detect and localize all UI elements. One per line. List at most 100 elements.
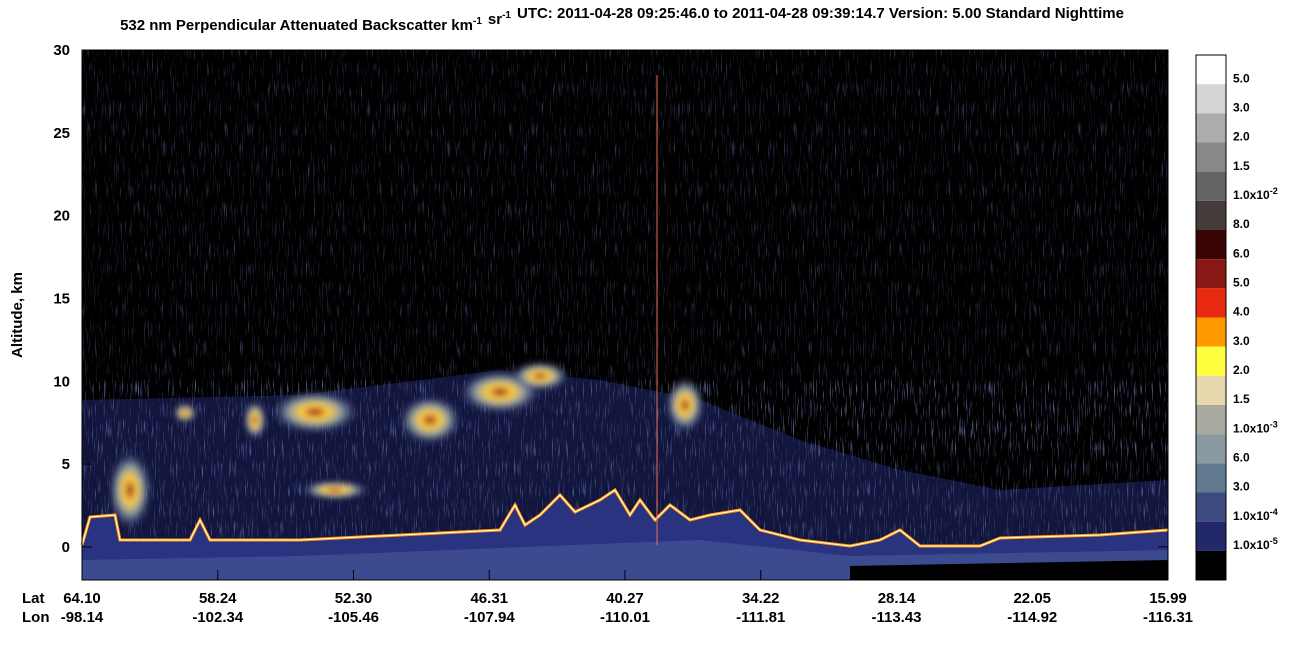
x-tick-label: 22.05 bbox=[1013, 590, 1051, 607]
colorbar-label: 3.0 bbox=[1233, 101, 1250, 115]
colorbar-swatch bbox=[1196, 434, 1226, 464]
colorbar-swatch bbox=[1196, 259, 1226, 289]
x-tick-label: -113.43 bbox=[871, 609, 921, 626]
y-tick-label: 10 bbox=[53, 373, 70, 390]
text-part: 8.0 bbox=[1233, 217, 1250, 231]
x-tick-label: -111.81 bbox=[736, 609, 785, 626]
colorbar-swatch bbox=[1196, 492, 1226, 522]
colorbar-label: 5.0 bbox=[1233, 276, 1250, 290]
text-part: 2.0 bbox=[1233, 130, 1250, 144]
x-tick-label: -107.94 bbox=[464, 609, 516, 626]
cloud bbox=[243, 400, 267, 440]
colorbar-swatch bbox=[1196, 405, 1226, 435]
x-tick-label: -102.34 bbox=[192, 609, 244, 626]
text-part: 2.0 bbox=[1233, 363, 1250, 377]
text-part: 3.0 bbox=[1233, 101, 1250, 115]
x-tick-label: 40.27 bbox=[606, 590, 644, 607]
superscript: -3 bbox=[1270, 419, 1278, 429]
text-part: 1.0x10 bbox=[1233, 509, 1270, 523]
text-part: 5.0 bbox=[1233, 276, 1250, 290]
y-tick-label: 15 bbox=[53, 290, 70, 307]
text-part: 6.0 bbox=[1233, 246, 1250, 260]
cloud bbox=[398, 395, 462, 445]
colorbar-label: 3.0 bbox=[1233, 334, 1250, 348]
x-tick-label: -116.31 bbox=[1143, 609, 1193, 626]
colorbar-label: 8.0 bbox=[1233, 217, 1250, 231]
colorbar-swatch bbox=[1196, 171, 1226, 201]
y-axis-label: Altitude, km bbox=[9, 272, 26, 358]
text-part: sr bbox=[488, 11, 502, 28]
clouds bbox=[108, 361, 705, 530]
text-part: 3.0 bbox=[1233, 334, 1250, 348]
superscript: -1 bbox=[473, 16, 482, 27]
colorbar-swatch bbox=[1196, 142, 1226, 172]
y-tick-label: 30 bbox=[53, 42, 70, 59]
colorbar-swatch bbox=[1196, 230, 1226, 260]
text-part: 5.0 bbox=[1233, 71, 1250, 85]
text-part: 532 nm Perpendicular Attenuated Backscat… bbox=[120, 17, 473, 34]
text-part: 4.0 bbox=[1233, 305, 1250, 319]
colorbar-swatch bbox=[1196, 346, 1226, 376]
colorbar-label: 1.0x10-2 bbox=[1233, 186, 1278, 202]
x-tick-label: 46.31 bbox=[470, 590, 508, 607]
surface-peak bbox=[81, 489, 1169, 547]
colorbar-label: 5.0 bbox=[1233, 71, 1250, 85]
colorbar-swatch bbox=[1196, 288, 1226, 318]
x-tick-label: 58.24 bbox=[199, 590, 237, 607]
colorbar-label: 1.5 bbox=[1233, 159, 1250, 173]
cloud bbox=[270, 390, 360, 434]
colorbar-label: 1.0x10-5 bbox=[1233, 536, 1278, 552]
x-row-name: Lat bbox=[22, 590, 45, 607]
colorbar-label: 3.0 bbox=[1233, 480, 1250, 494]
text-part: 1.0x10 bbox=[1233, 421, 1270, 435]
colorbar-label: 6.0 bbox=[1233, 246, 1250, 260]
below-surface-dark bbox=[850, 560, 1168, 580]
x-tick-label: -98.14 bbox=[61, 609, 104, 626]
cloud bbox=[665, 377, 705, 433]
chart-title: 532 nm Perpendicular Attenuated Backscat… bbox=[120, 5, 1124, 34]
colorbar-swatch bbox=[1196, 375, 1226, 405]
x-tick-label: -105.46 bbox=[328, 609, 379, 626]
text-part: 1.0x10 bbox=[1233, 188, 1270, 202]
x-row-name: Lon bbox=[22, 609, 50, 626]
cloud bbox=[510, 361, 570, 391]
superscript: -5 bbox=[1270, 536, 1278, 546]
colorbar: 5.03.02.01.51.0x10-28.06.05.04.03.02.01.… bbox=[1195, 54, 1278, 581]
y-tick-label: 5 bbox=[62, 456, 70, 473]
colorbar-frame bbox=[1195, 54, 1227, 581]
colorbar-label: 2.0 bbox=[1233, 130, 1250, 144]
colorbar-label: 6.0 bbox=[1233, 451, 1250, 465]
colorbar-label: 1.5 bbox=[1233, 392, 1250, 406]
x-tick-label: -114.92 bbox=[1007, 609, 1057, 626]
cloud bbox=[173, 403, 197, 423]
text-part: UTC: 2011-04-28 09:25:46.0 to 2011-04-28… bbox=[517, 5, 1124, 22]
superscript: -4 bbox=[1270, 507, 1278, 517]
colorbar-label: 2.0 bbox=[1233, 363, 1250, 377]
superscript: -2 bbox=[1270, 186, 1278, 196]
y-tick-label: 0 bbox=[62, 539, 70, 556]
backscatter-image bbox=[80, 50, 1169, 580]
x-tick-label: -110.01 bbox=[600, 609, 650, 626]
colorbar-swatch bbox=[1196, 113, 1226, 143]
text-part: 6.0 bbox=[1233, 451, 1250, 465]
colorbar-label: 1.0x10-4 bbox=[1233, 507, 1278, 523]
superscript: -1 bbox=[502, 10, 511, 21]
x-tick-label: 15.99 bbox=[1149, 590, 1187, 607]
x-tick-label: 52.30 bbox=[335, 590, 373, 607]
colorbar-label: 1.0x10-3 bbox=[1233, 419, 1278, 435]
colorbar-swatch bbox=[1196, 84, 1226, 114]
colorbar-swatch bbox=[1196, 521, 1226, 551]
colorbar-swatch bbox=[1196, 200, 1226, 230]
x-tick-label: 64.10 bbox=[63, 590, 101, 607]
y-tick-label: 25 bbox=[53, 125, 70, 142]
text-part: 1.5 bbox=[1233, 392, 1250, 406]
text-part: 3.0 bbox=[1233, 480, 1250, 494]
x-tick-label: 28.14 bbox=[878, 590, 916, 607]
colorbar-swatch bbox=[1196, 317, 1226, 347]
x-tick-label: 34.22 bbox=[742, 590, 780, 607]
cloud bbox=[300, 480, 370, 500]
colorbar-label: 4.0 bbox=[1233, 305, 1250, 319]
colorbar-swatch bbox=[1196, 55, 1226, 85]
